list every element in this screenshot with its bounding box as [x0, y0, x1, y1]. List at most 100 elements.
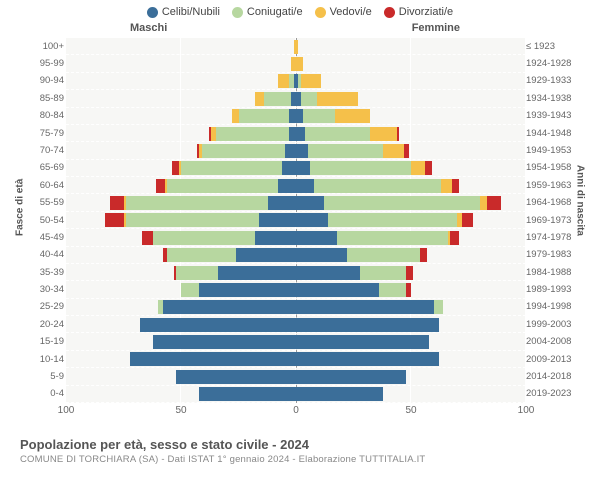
- male-bars: [66, 335, 296, 349]
- female-bars: [296, 74, 526, 88]
- female-bars: [296, 144, 526, 158]
- legend-label: Vedovi/e: [330, 6, 372, 18]
- x-axis: 10050050100: [66, 403, 526, 433]
- bar-segment: [441, 179, 453, 193]
- male-bars: [66, 179, 296, 193]
- age-label: 30-34: [30, 284, 64, 295]
- age-label: 15-19: [30, 336, 64, 347]
- bar-segment: [239, 109, 290, 123]
- age-label: 40-44: [30, 249, 64, 260]
- birth-year-label: 1969-1973: [526, 215, 578, 226]
- pyramid-rows: [66, 38, 526, 403]
- age-row: [66, 386, 526, 403]
- female-bars: [296, 335, 526, 349]
- male-bars: [66, 266, 296, 280]
- bar-segment: [236, 248, 296, 262]
- age-row: [66, 125, 526, 142]
- bar-segment: [199, 387, 296, 401]
- bar-segment: [397, 127, 399, 141]
- birth-year-label: ≤ 1923: [526, 41, 578, 52]
- age-row: [66, 55, 526, 72]
- age-row: [66, 264, 526, 281]
- bar-segment: [310, 161, 411, 175]
- bar-segment: [450, 231, 459, 245]
- legend-label: Coniugati/e: [247, 6, 303, 18]
- chart-footer: Popolazione per età, sesso e stato civil…: [0, 437, 600, 465]
- age-row: [66, 247, 526, 264]
- bar-segment: [259, 213, 296, 227]
- age-row: [66, 194, 526, 211]
- bar-segment: [296, 40, 298, 54]
- female-bars: [296, 387, 526, 401]
- bar-segment: [296, 196, 324, 210]
- age-row: [66, 368, 526, 385]
- bar-segment: [404, 144, 409, 158]
- bar-segment: [420, 248, 427, 262]
- bar-segment: [156, 179, 165, 193]
- legend-swatch: [384, 7, 395, 18]
- birth-year-label: 1984-1988: [526, 267, 578, 278]
- bar-segment: [268, 196, 296, 210]
- bar-segment: [296, 352, 439, 366]
- female-bars: [296, 196, 526, 210]
- age-label: 45-49: [30, 232, 64, 243]
- bar-segment: [289, 109, 296, 123]
- birth-year-label: 1989-1993: [526, 284, 578, 295]
- bar-segment: [153, 231, 254, 245]
- age-label: 75-79: [30, 128, 64, 139]
- bar-segment: [140, 318, 296, 332]
- legend-item: Celibi/Nubili: [147, 6, 220, 18]
- age-row: [66, 90, 526, 107]
- male-bars: [66, 370, 296, 384]
- bar-segment: [176, 266, 217, 280]
- bar-segment: [110, 196, 124, 210]
- bar-segment: [167, 248, 236, 262]
- bar-segment: [167, 179, 277, 193]
- bar-segment: [337, 231, 447, 245]
- female-bars: [296, 179, 526, 193]
- bar-segment: [296, 231, 337, 245]
- age-label: 10-14: [30, 354, 64, 365]
- female-bars: [296, 231, 526, 245]
- birth-year-label: 1954-1958: [526, 162, 578, 173]
- population-pyramid: Fasce di età Anni di nascita 10050050100…: [20, 38, 580, 433]
- male-bars: [66, 352, 296, 366]
- legend-item: Coniugati/e: [232, 6, 303, 18]
- bar-segment: [328, 213, 457, 227]
- male-bars: [66, 127, 296, 141]
- bar-segment: [296, 266, 360, 280]
- age-label: 0-4: [30, 388, 64, 399]
- bar-segment: [264, 92, 292, 106]
- female-bars: [296, 57, 526, 71]
- age-row: [66, 38, 526, 55]
- legend-swatch: [232, 7, 243, 18]
- age-row: [66, 212, 526, 229]
- birth-year-label: 1924-1928: [526, 58, 578, 69]
- bar-segment: [126, 213, 259, 227]
- bar-segment: [296, 283, 379, 297]
- age-row: [66, 108, 526, 125]
- age-label: 20-24: [30, 319, 64, 330]
- bar-segment: [202, 144, 285, 158]
- x-tick-label: 50: [405, 405, 416, 416]
- bar-segment: [296, 127, 305, 141]
- x-tick-label: 0: [293, 405, 299, 416]
- female-bars: [296, 161, 526, 175]
- bar-segment: [181, 161, 282, 175]
- bar-segment: [383, 144, 404, 158]
- birth-year-label: 1964-1968: [526, 197, 578, 208]
- female-bars: [296, 109, 526, 123]
- female-bars: [296, 352, 526, 366]
- male-bars: [66, 213, 296, 227]
- plot-area: [66, 38, 526, 403]
- age-label: 35-39: [30, 267, 64, 278]
- bar-segment: [255, 231, 296, 245]
- birth-year-label: 1944-1948: [526, 128, 578, 139]
- bar-segment: [296, 161, 310, 175]
- bar-segment: [462, 213, 474, 227]
- age-label: 25-29: [30, 301, 64, 312]
- bar-segment: [282, 161, 296, 175]
- birth-year-label: 1979-1983: [526, 249, 578, 260]
- age-row: [66, 316, 526, 333]
- male-bars: [66, 231, 296, 245]
